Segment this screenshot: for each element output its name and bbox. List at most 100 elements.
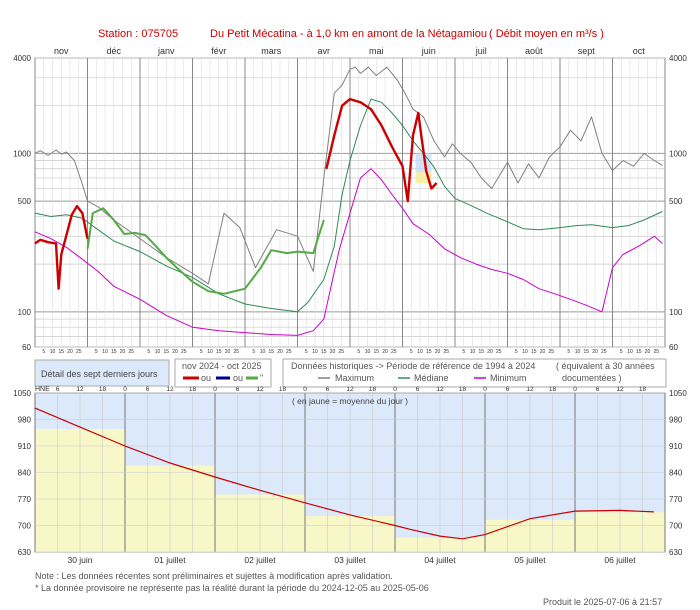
legend-ou2: ou <box>233 373 243 383</box>
day-tick-label: 25 <box>601 349 607 355</box>
legend-ou1: ou <box>201 373 211 383</box>
produced-timestamp: Produit le 2025-07-06 à 21:57 <box>543 597 662 607</box>
legend: Détail des sept derniers jours nov 2024 … <box>34 358 667 388</box>
day-tick-label: 20 <box>225 349 231 355</box>
hour-tick-label: 6 <box>506 386 510 393</box>
y-tick-label-right: 60 <box>669 343 678 352</box>
day-tick-label: 15 <box>111 349 117 355</box>
series-current <box>34 204 89 290</box>
y-tick-label-left: 60 <box>22 343 31 352</box>
y-tick-label-right: 500 <box>669 197 683 206</box>
day-tick-label: 5 <box>357 349 360 355</box>
hour-tick-label: 18 <box>639 386 647 393</box>
day-tick-label: 10 <box>207 349 213 355</box>
legend-maximum: Maximum <box>335 373 374 383</box>
mean-info-label: ( en jaune = moyenne du jour ) <box>292 396 408 406</box>
hour-tick-label: 0 <box>213 386 217 393</box>
hour-tick-label: 6 <box>56 386 60 393</box>
hour-tick-label: 6 <box>236 386 240 393</box>
hour-tick-label: 6 <box>416 386 420 393</box>
hour-tick-label: 12 <box>166 386 174 393</box>
detail-y-tick-left: 770 <box>18 495 32 504</box>
detail-y-tick-left: 1050 <box>13 389 31 398</box>
day-tick-label: 20 <box>382 349 388 355</box>
detail-y-tick-right: 1050 <box>669 389 687 398</box>
day-tick-label: 10 <box>417 349 423 355</box>
day-tick-label: 5 <box>620 349 623 355</box>
day-tick-label: 5 <box>462 349 465 355</box>
day-tick-label: 15 <box>373 349 379 355</box>
legend-last-days: Détail des sept derniers jours <box>41 369 158 379</box>
hour-tick-label: 6 <box>326 386 330 393</box>
day-tick-label: 5 <box>410 349 413 355</box>
day-tick-label: 20 <box>592 349 598 355</box>
y-tick-label-left: 1000 <box>13 149 31 158</box>
series-median <box>34 98 663 313</box>
detail-y-tick-right: 980 <box>669 416 683 425</box>
legend-historic-bg <box>282 358 667 388</box>
day-tick-label: 5 <box>42 349 45 355</box>
month-tick-label: juin <box>421 46 436 56</box>
day-tick-label: 25 <box>443 349 449 355</box>
hour-tick-label: 0 <box>573 386 577 393</box>
day-tick-label: 15 <box>163 349 169 355</box>
series-provisional <box>86 207 325 295</box>
month-tick-label: févr <box>211 46 226 56</box>
hour-tick-label: 12 <box>346 386 354 393</box>
detail-y-tick-left: 700 <box>18 522 32 531</box>
month-tick-label: déc <box>106 46 121 56</box>
day-tick-label: 10 <box>365 349 371 355</box>
detail-y-tick-right: 840 <box>669 469 683 478</box>
day-tick-label: 25 <box>548 349 554 355</box>
legend-last-days-bg <box>34 359 170 387</box>
day-tick-label: 15 <box>58 349 64 355</box>
day-label: 06 juillet <box>604 555 636 565</box>
hour-tick-label: 18 <box>189 386 197 393</box>
day-tick-label: 5 <box>200 349 203 355</box>
day-tick-label: 10 <box>627 349 633 355</box>
day-tick-label: 25 <box>181 349 187 355</box>
annual-hydrograph: nov déc janv févr mars avr mai juin juil août sept… <box>13 46 687 355</box>
legend-median: Médiane <box>414 373 449 383</box>
chart-title-station: Station : 075705 <box>98 28 178 40</box>
day-tick-label: 15 <box>216 349 222 355</box>
day-label: 04 juillet <box>424 555 456 565</box>
day-tick-label: 10 <box>312 349 318 355</box>
y-tick-label-left: 4000 <box>13 54 31 63</box>
day-tick-label: 25 <box>653 349 659 355</box>
y-tick-label-right: 4000 <box>669 54 687 63</box>
day-tick-label: 5 <box>515 349 518 355</box>
day-tick-label: 25 <box>286 349 292 355</box>
hour-tick-label: 6 <box>146 386 150 393</box>
day-label: 01 juillet <box>154 555 186 565</box>
legend-historic: Données historiques -> Période de référe… <box>291 361 535 371</box>
day-tick-label: 25 <box>391 349 397 355</box>
day-tick-label: 5 <box>147 349 150 355</box>
day-tick-label: 10 <box>470 349 476 355</box>
day-label: 30 juin <box>67 555 92 565</box>
day-tick-label: 15 <box>321 349 327 355</box>
day-tick-label: 10 <box>575 349 581 355</box>
hour-tick-label: 12 <box>616 386 624 393</box>
day-tick-label: 20 <box>435 349 441 355</box>
series-maximum <box>34 66 663 285</box>
month-tick-label: août <box>525 46 543 56</box>
day-tick-label: 15 <box>583 349 589 355</box>
y-tick-label-right: 1000 <box>669 149 687 158</box>
hour-tick-label: 0 <box>483 386 487 393</box>
detail-y-tick-right: 910 <box>669 442 683 451</box>
month-tick-label: juil <box>475 46 487 56</box>
day-tick-label: 25 <box>338 349 344 355</box>
legend-quote: " <box>260 373 263 383</box>
legend-period: nov 2024 - oct 2025 <box>182 361 262 371</box>
day-tick-label: 5 <box>567 349 570 355</box>
month-tick-label: mai <box>369 46 384 56</box>
hour-tick-label: 18 <box>369 386 377 393</box>
note-provisional: * La donnée provisoire ne représente pas… <box>35 583 429 593</box>
month-tick-label: avr <box>317 46 330 56</box>
detail-y-tick-right: 700 <box>669 522 683 531</box>
hour-tick-label: 18 <box>99 386 107 393</box>
recent-mean-box <box>415 172 432 184</box>
hour-tick-label: 18 <box>279 386 287 393</box>
